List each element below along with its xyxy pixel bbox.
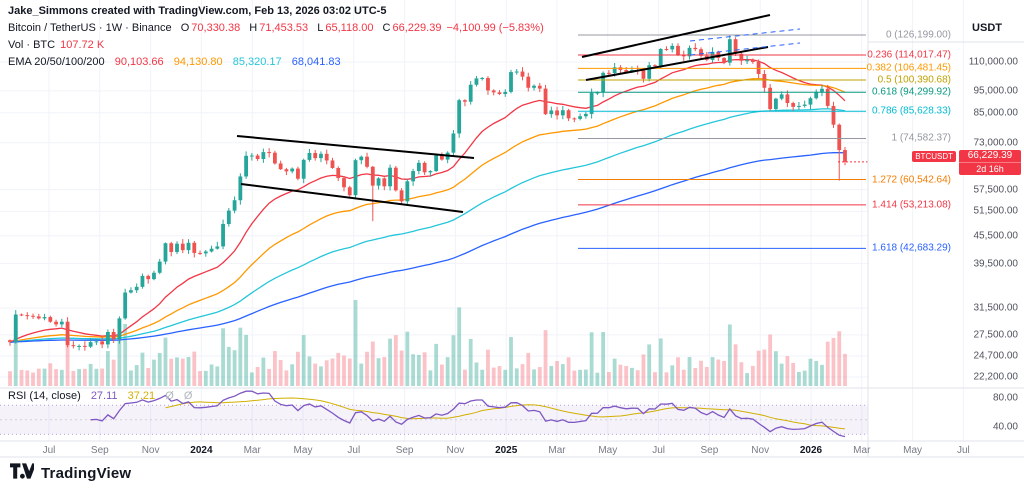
price-tick-label: 85,000.00: [973, 107, 1019, 119]
bar-countdown: 2d 16h: [959, 161, 1021, 175]
close-label: C: [382, 22, 391, 34]
ema-label[interactable]: EMA 20/50/100/200: [8, 56, 105, 68]
symbol-legend: Bitcoin / TetherUS · 1W · Binance O 70,33…: [8, 22, 544, 34]
rsi-legend: RSI (14, close) 27.11 37.21 Ø Ø: [8, 390, 192, 402]
candlestick-series: [8, 34, 847, 351]
ema50-value: 94,130.80: [173, 56, 223, 68]
current-price-value: 66,229.39: [967, 149, 1013, 161]
rsi-pane: [0, 390, 868, 438]
current-price-badge: 66,229.39 2d 16h: [959, 149, 1021, 175]
time-tick-label: Mar: [243, 445, 261, 456]
fib-level-label: 0 (126,199.00): [885, 29, 951, 41]
rsi-empty-1: Ø: [165, 390, 174, 402]
rsi-label[interactable]: RSI (14, close): [8, 390, 81, 402]
rsi-tick-label: 80.00: [992, 392, 1018, 404]
low-value: 65,118.00: [325, 22, 374, 34]
ema-legend: EMA 20/50/100/200 90,103.66 94,130.80 85…: [8, 56, 341, 68]
time-tick-label: Mar: [853, 445, 871, 456]
tradingview-brand-text: TradingView: [41, 465, 132, 482]
price-tick-label: 24,700.00: [973, 350, 1019, 362]
price-tick-label: 95,000.00: [973, 85, 1019, 97]
ema20-value: 90,103.66: [114, 56, 164, 68]
time-tick-label: 2024: [190, 445, 213, 456]
time-tick-label: 2025: [495, 445, 518, 456]
volume-series: [8, 300, 847, 386]
time-tick-label: May: [293, 445, 313, 456]
price-axis-currency[interactable]: USDT: [972, 22, 1002, 34]
time-tick-label: May: [903, 445, 923, 456]
symbol-price-tag: BTCUSDT: [912, 150, 956, 162]
time-tick-label: May: [598, 445, 618, 456]
fib-level-label: 0.5 (100,390.68): [877, 74, 951, 86]
volume-label[interactable]: Vol · BTC: [8, 39, 56, 51]
trendline-annotations: [236, 14, 801, 213]
rsi-value: 27.11: [90, 390, 118, 402]
fib-level-label: 0.618 (94,299.92): [872, 86, 951, 98]
change-value: −4,100.99 (−5.83%): [446, 22, 544, 34]
volume-value: 107.72 K: [60, 39, 105, 51]
time-tick-label: Sep: [90, 445, 109, 456]
attribution-note: Jake_Simmons created with TradingView.co…: [8, 5, 387, 17]
fib-level-label: 0.786 (85,628.33): [872, 105, 951, 117]
price-tick-label: 57,500.00: [973, 184, 1019, 196]
time-tick-label: 2026: [799, 445, 823, 456]
fib-level-label: 1.618 (42,683.29): [872, 242, 951, 254]
fib-level-label: 1 (74,582.37): [891, 132, 952, 144]
time-tick-label: Jul: [42, 445, 56, 456]
price-tick-label: 45,500.00: [973, 230, 1019, 242]
price-tick-label: 22,200.00: [973, 371, 1019, 383]
price-tick-label: 31,500.00: [973, 302, 1019, 314]
low-label: L: [317, 22, 324, 34]
time-tick-label: Nov: [141, 445, 160, 456]
tradingview-watermark[interactable]: TradingView: [10, 463, 131, 484]
price-tick-label: 73,000.00: [973, 137, 1019, 149]
price-tick-label: 51,500.00: [973, 205, 1019, 217]
time-tick-label: Nov: [751, 445, 770, 456]
fib-level-label: 1.272 (60,542.64): [872, 174, 951, 186]
fib-level-label: 0.382 (106,481.45): [866, 62, 951, 74]
time-tick-label: Mar: [548, 445, 566, 456]
high-value: 71,453.53: [259, 22, 309, 34]
price-tick-label: 39,500.00: [973, 258, 1019, 270]
tradingview-logo-icon: [10, 463, 37, 484]
close-value: 66,229.39: [392, 22, 442, 34]
grid-lines: [0, 0, 964, 441]
volume-legend: Vol · BTC 107.72 K: [8, 39, 104, 51]
pane-borders: [0, 0, 1024, 458]
high-label: H: [249, 22, 258, 34]
time-tick-label: Nov: [446, 445, 465, 456]
fib-level-label: 0.236 (114,017.47): [867, 49, 951, 61]
fib-retracement-lines: [578, 34, 866, 249]
open-value: 70,330.38: [191, 22, 241, 34]
symbol-title[interactable]: Bitcoin / TetherUS · 1W · Binance: [8, 22, 172, 34]
fib-level-label: 1.414 (53,213.08): [872, 199, 951, 211]
ema200-value: 68,041.83: [291, 56, 341, 68]
time-tick-label: Jul: [347, 445, 361, 456]
open-label: O: [180, 22, 190, 34]
price-tick-label: 110,000.00: [968, 56, 1018, 68]
ema-lines: [9, 58, 846, 343]
rsi-empty-2: Ø: [183, 390, 193, 402]
rsi-tick-label: 40.00: [992, 421, 1018, 433]
time-tick-label: Sep: [700, 445, 719, 456]
price-tick-label: 27,500.00: [973, 329, 1019, 341]
ema100-value: 85,320.17: [232, 56, 282, 68]
time-tick-label: Jul: [956, 445, 970, 456]
time-tick-label: Jul: [652, 445, 665, 456]
rsi-ma-value: 37.21: [127, 390, 156, 402]
time-tick-label: Sep: [395, 445, 414, 456]
